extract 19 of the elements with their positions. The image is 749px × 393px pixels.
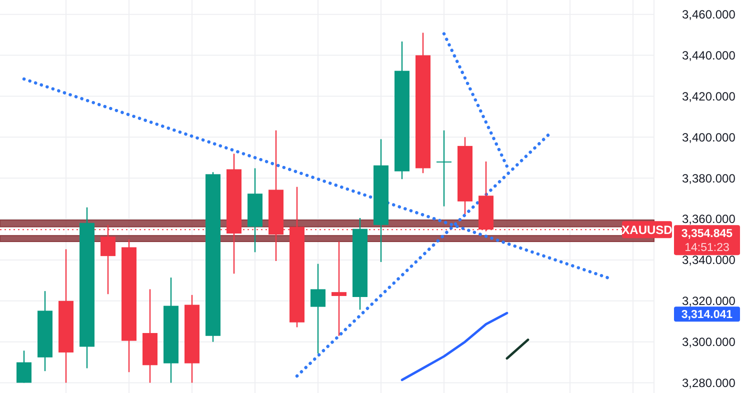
y-tick-label: 3,400.000: [682, 130, 736, 144]
y-tick-label: 3,280.000: [682, 376, 736, 390]
y-tick-label: 3,360.000: [682, 212, 736, 226]
candlestick: [16, 350, 32, 384]
candlestick: [310, 263, 326, 354]
text: 3,314.041: [681, 309, 734, 322]
y-tick-label: 3,440.000: [682, 48, 736, 62]
text: 14:51:23: [684, 242, 730, 254]
y-tick-label: 3,300.000: [682, 335, 736, 350]
candlestick: [332, 240, 346, 336]
y-tick-label: 3,420.000: [682, 89, 736, 104]
y-tick-label: 3,380.000: [682, 171, 736, 186]
text: 3,354.845: [681, 228, 734, 240]
y-tick-label: 3,340.000: [682, 253, 736, 268]
y-tick-label: 3,460.000: [682, 8, 736, 22]
ref-line-label: XAUUSD: [622, 222, 673, 237]
line-series: [400, 312, 508, 382]
candlestick: [436, 130, 452, 207]
y-tick-label: 3,320.000: [682, 294, 736, 308]
